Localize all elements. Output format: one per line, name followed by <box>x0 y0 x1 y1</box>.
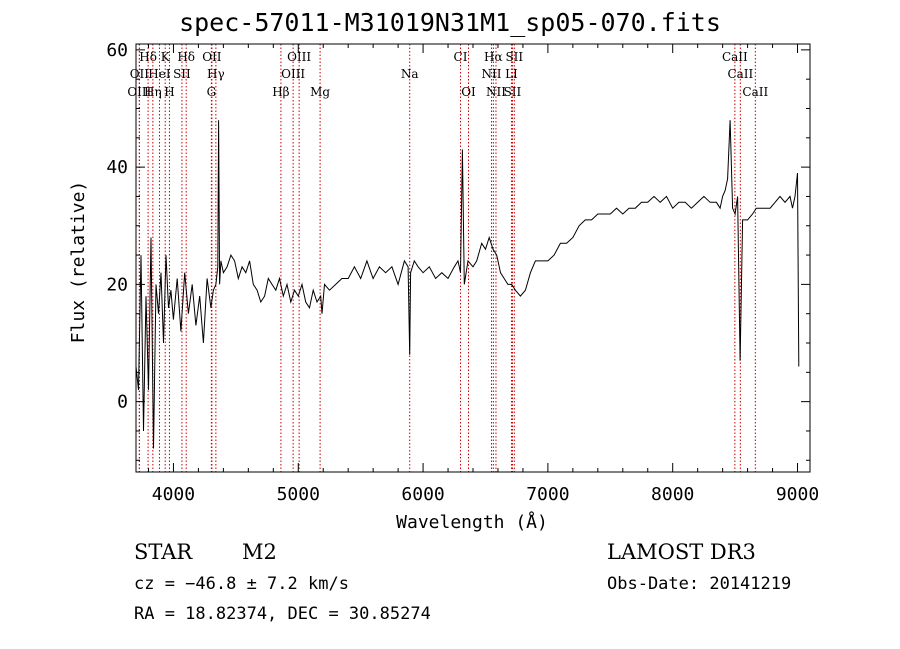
object-class: STAR <box>134 540 193 564</box>
line-label-24: OI <box>461 85 476 99</box>
line-label-19: Hη <box>144 85 162 99</box>
line-label-0: Hδ <box>139 50 157 64</box>
y-tick-label-3: 60 <box>106 40 128 61</box>
line-label-15: NII <box>481 67 501 81</box>
y-tick-label-1: 20 <box>106 274 128 295</box>
y-axis-label: Flux (relative) <box>68 181 89 344</box>
redshift-readout: cz = −46.8 ± 7.2 km/s <box>134 574 349 594</box>
page-title: spec-57011-M31019N31M1_sp05-070.fits <box>179 8 721 37</box>
line-label-21: G <box>207 85 217 99</box>
x-axis-label: Wavelength (Å) <box>396 511 548 533</box>
line-label-2: Hδ <box>177 50 195 64</box>
x-tick-label-3: 7000 <box>526 484 569 505</box>
line-label-22: Hβ <box>272 85 289 99</box>
line-label-27: CaII <box>742 85 768 99</box>
survey-name: LAMOST DR3 <box>607 540 756 564</box>
line-label-26: SII <box>504 85 522 99</box>
line-label-16: LI <box>505 67 518 81</box>
line-label-17: CaII <box>727 67 753 81</box>
line-label-25: NII <box>486 85 506 99</box>
x-tick-label-0: 4000 <box>152 484 195 505</box>
line-label-11: SII <box>173 67 191 81</box>
line-label-5: CI <box>454 50 468 64</box>
x-tick-label-1: 5000 <box>277 484 320 505</box>
y-tick-label-2: 40 <box>106 157 128 178</box>
observation-date: Obs-Date: 20141219 <box>607 574 792 594</box>
spectrum-line <box>135 120 800 449</box>
line-label-23: Mg <box>310 85 330 99</box>
coordinates-readout: RA = 18.82374, DEC = 30.85274 <box>134 604 431 624</box>
y-tick-label-0: 0 <box>117 392 128 413</box>
line-label-4: OIII <box>287 50 311 64</box>
line-label-1: K <box>161 50 171 64</box>
line-label-20: H <box>164 85 174 99</box>
x-tick-label-4: 8000 <box>651 484 694 505</box>
line-label-10: HeI <box>148 67 171 81</box>
line-markers <box>138 44 756 472</box>
line-label-18: OIII <box>127 85 151 99</box>
x-tick-label-5: 9000 <box>776 484 819 505</box>
line-label-14: Na <box>401 67 419 81</box>
line-label-13: OIII <box>281 67 305 81</box>
line-label-12: Hγ <box>207 67 225 81</box>
object-subclass: M2 <box>242 540 277 564</box>
line-label-3: OII <box>202 50 222 64</box>
x-tick-label-2: 6000 <box>401 484 444 505</box>
axes: 4000 5000 6000 7000 8000 9000 0 20 40 60 <box>106 40 819 505</box>
plot-frame <box>135 43 811 473</box>
line-label-8: CaII <box>722 50 748 64</box>
line-label-6: Hα <box>484 50 503 64</box>
line-label-9: OII <box>130 67 150 81</box>
line-label-7: SII <box>505 50 523 64</box>
